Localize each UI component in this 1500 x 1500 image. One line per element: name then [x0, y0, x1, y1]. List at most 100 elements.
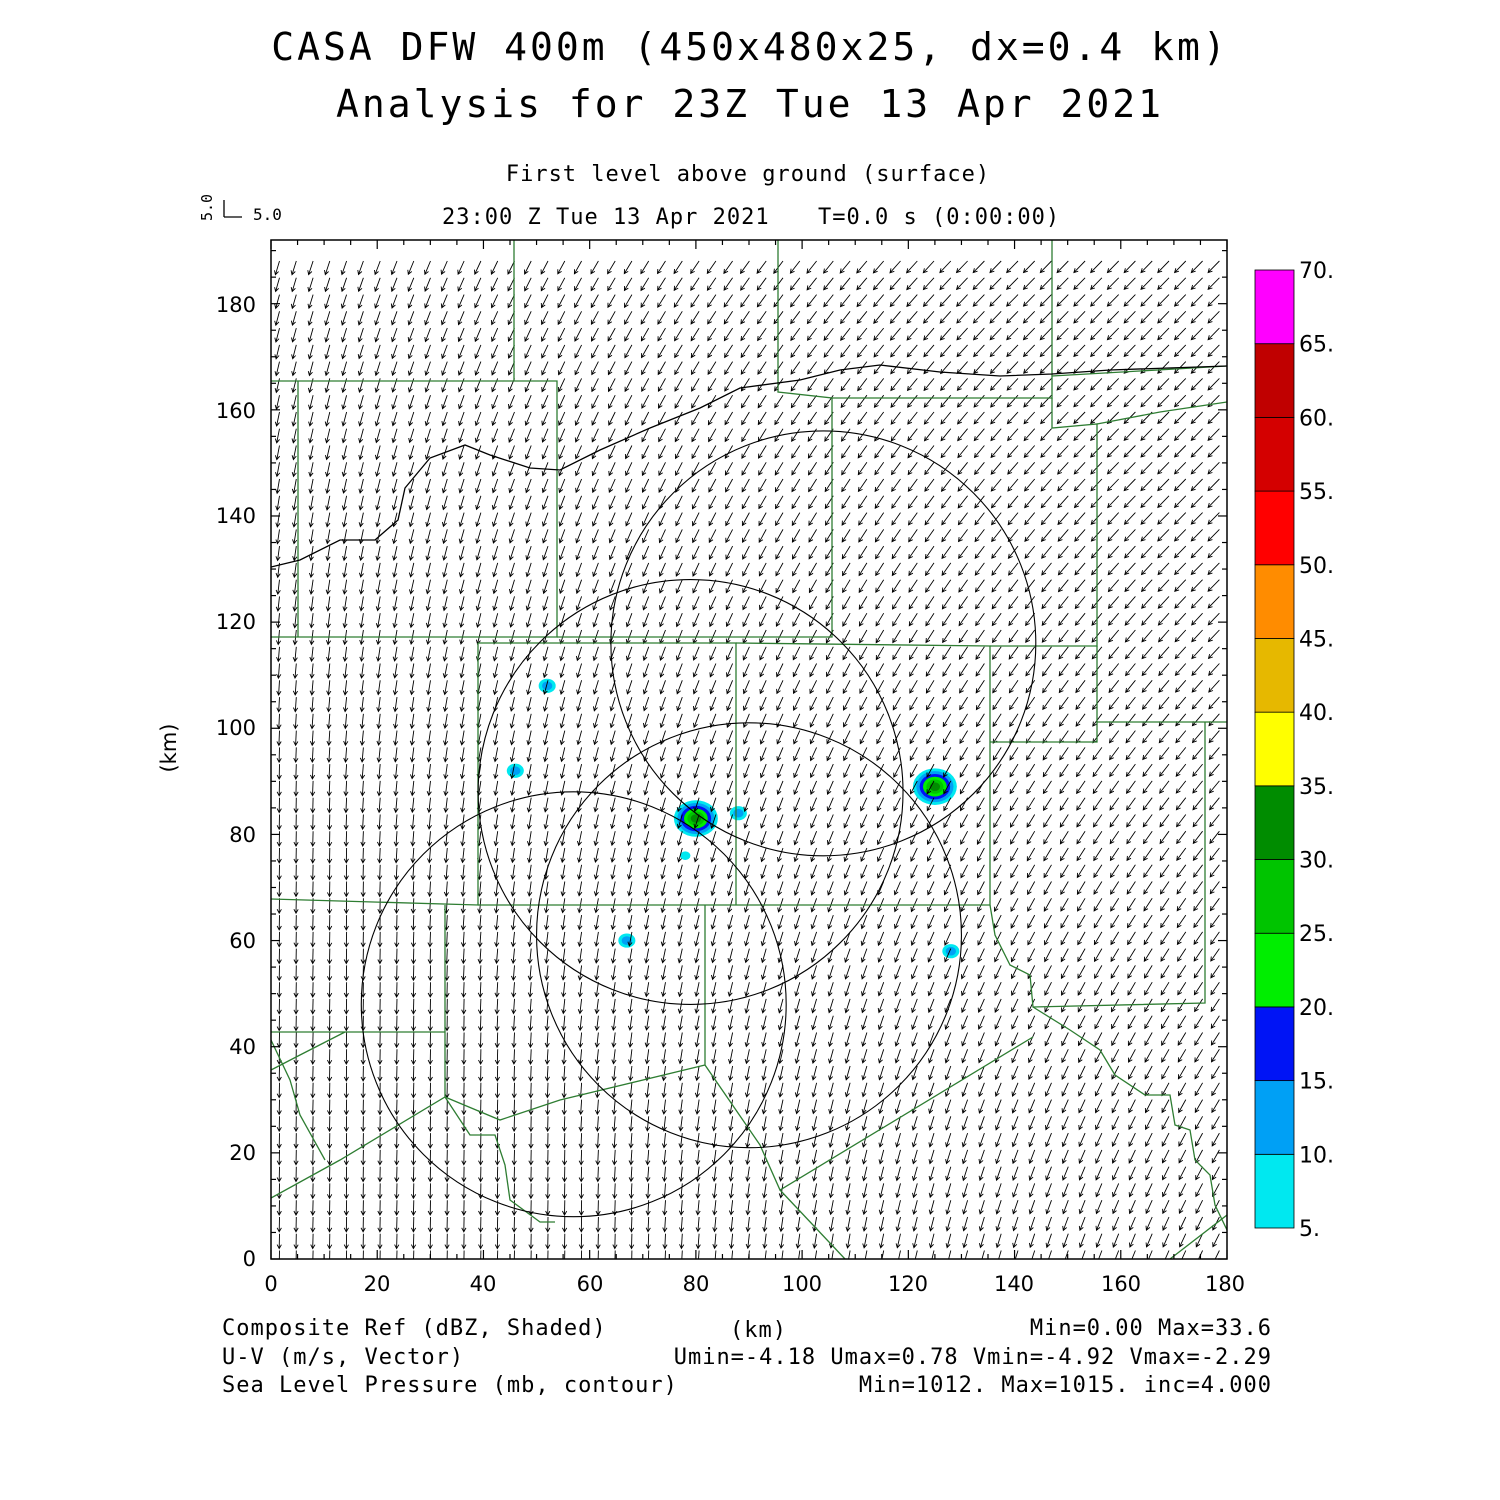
wind-vector — [889, 327, 901, 341]
wind-vector — [1145, 1216, 1153, 1231]
wind-vector — [574, 428, 583, 443]
wind-vector — [427, 915, 433, 931]
wind-vector — [1031, 1250, 1036, 1259]
wind-vector — [811, 1149, 818, 1165]
wind-vector — [874, 428, 885, 442]
wind-vector — [1044, 948, 1052, 963]
wind-vector — [811, 1116, 818, 1132]
wind-vector — [1181, 1250, 1187, 1259]
wind-vector — [642, 579, 650, 594]
wind-vector — [678, 1149, 684, 1166]
wind-vector — [958, 596, 968, 610]
wind-vector — [1161, 1132, 1170, 1147]
wind-vector — [676, 814, 683, 830]
wind-vector — [894, 931, 901, 947]
wind-vector — [477, 1015, 484, 1032]
wind-vector — [542, 545, 549, 561]
wind-vector — [707, 361, 717, 375]
wind-vector — [811, 1065, 818, 1081]
wind-vector — [494, 1015, 500, 1032]
wind-vector — [1190, 378, 1203, 391]
wind-vector — [542, 562, 549, 578]
wind-vector — [724, 378, 733, 392]
wind-vector — [425, 562, 431, 578]
wind-vector — [360, 881, 366, 898]
wind-vector — [1112, 1233, 1120, 1248]
wind-vector — [924, 478, 935, 492]
wind-vector — [276, 1233, 282, 1250]
wind-vector — [275, 596, 281, 612]
wind-vector — [425, 512, 431, 528]
wind-vector — [842, 646, 851, 661]
wind-vector — [1178, 1216, 1187, 1231]
wind-vector — [692, 663, 700, 678]
wind-vector — [310, 881, 316, 898]
wind-vector — [310, 814, 316, 831]
wind-vector — [1028, 1183, 1036, 1198]
wind-vector — [276, 1065, 282, 1082]
wind-vector — [624, 344, 633, 359]
wind-vector — [494, 982, 500, 998]
wind-vector — [340, 294, 348, 309]
wind-vector — [444, 1200, 450, 1216]
wind-vector — [575, 646, 583, 662]
wind-vector — [956, 327, 968, 341]
wind-vector — [343, 998, 349, 1015]
wind-vector — [276, 646, 282, 663]
wind-vector — [1044, 981, 1052, 996]
wind-vector — [678, 1166, 684, 1183]
wind-vector — [293, 948, 299, 965]
wind-vector — [310, 1082, 316, 1099]
wind-vector — [293, 965, 299, 982]
wind-vector — [844, 1065, 851, 1081]
wind-vector — [710, 814, 717, 829]
wind-vector — [1145, 1166, 1153, 1181]
wind-vector — [743, 864, 750, 880]
wind-vector — [1123, 260, 1136, 274]
wind-vector — [442, 596, 448, 612]
wind-vector — [1207, 545, 1220, 559]
wind-vector — [1095, 1216, 1103, 1232]
wind-vector — [1028, 1149, 1036, 1165]
wind-vector — [525, 613, 532, 628]
wind-vector — [1161, 1015, 1170, 1030]
wind-vector — [327, 1183, 333, 1200]
wind-vector — [460, 780, 466, 797]
wind-vector — [394, 1032, 400, 1049]
wind-vector — [942, 629, 952, 644]
wind-vector — [511, 1049, 517, 1065]
wind-vector — [575, 579, 583, 595]
wind-vector — [594, 1032, 600, 1048]
wind-vector — [1190, 596, 1203, 609]
y-tick-label: 40 — [229, 1035, 256, 1059]
wind-vector — [1161, 1099, 1170, 1114]
wind-vector — [928, 1099, 935, 1115]
wind-vector — [1042, 747, 1052, 761]
wind-vector — [1074, 529, 1086, 542]
wind-vector — [478, 1065, 484, 1082]
wind-vector — [426, 797, 432, 814]
wind-vector — [460, 814, 466, 830]
wind-vector — [377, 898, 383, 915]
wind-vector — [559, 596, 566, 611]
wind-vector — [441, 495, 448, 511]
wind-vector — [961, 1082, 969, 1098]
wind-vector — [973, 445, 985, 459]
wind-vector — [374, 327, 381, 343]
wind-vector — [695, 1183, 701, 1199]
x-tick-label: 0 — [264, 1272, 277, 1296]
wind-vector — [894, 914, 901, 930]
wind-vector — [778, 1166, 784, 1182]
wind-vector — [945, 1216, 952, 1232]
wind-vector — [742, 646, 750, 661]
wind-vector — [375, 579, 381, 595]
wind-vector — [911, 1166, 918, 1182]
wind-vector — [425, 462, 431, 477]
wind-vector — [912, 1216, 918, 1232]
wind-vector — [644, 1049, 650, 1065]
wind-vector — [908, 562, 918, 577]
wind-vector — [310, 965, 316, 982]
wind-vector — [493, 881, 499, 897]
wind-vector — [1177, 1032, 1187, 1046]
wind-vector — [861, 982, 868, 997]
